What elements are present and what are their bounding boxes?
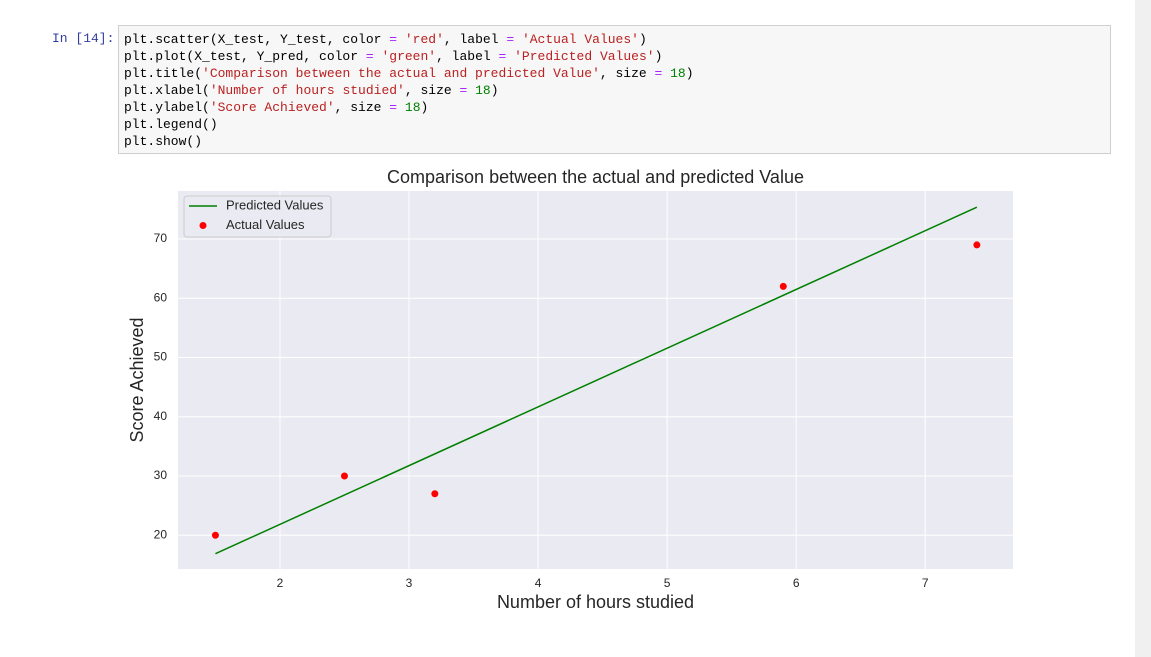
x-tick-label: 6 [793, 576, 800, 590]
x-tick-label: 2 [277, 576, 284, 590]
scrollbar[interactable] [1135, 0, 1151, 657]
y-tick-label: 70 [154, 231, 168, 245]
code-line: plt.ylabel('Score Achieved', size = 18) [124, 100, 429, 115]
prediction-line [215, 206, 978, 555]
chart-title: Comparison between the actual and predic… [387, 167, 804, 187]
x-tick-label: 4 [535, 576, 542, 590]
data-point [973, 241, 981, 249]
legend-box [183, 195, 332, 238]
data-point [779, 282, 787, 290]
y-tick-label: 60 [154, 290, 168, 304]
y-tick-label: 50 [154, 350, 168, 364]
code-line: plt.xlabel('Number of hours studied', si… [124, 83, 499, 98]
code-cell[interactable]: plt.scatter(X_test, Y_test, color = 'red… [118, 25, 1111, 154]
data-point [431, 490, 439, 498]
code-line: plt.show() [124, 134, 203, 149]
data-point [211, 531, 219, 539]
chart: 2 3 4 5 6 7 20 30 40 50 60 70 Comparison between the… [127, 167, 1013, 612]
legend-label: Actual Values [226, 217, 305, 232]
legend-marker [199, 222, 207, 229]
y-tick-label: 30 [154, 468, 168, 482]
x-tick-label: 3 [406, 576, 413, 590]
legend-label: Predicted Values [226, 197, 324, 212]
code-line: plt.scatter(X_test, Y_test, color = 'red… [124, 32, 647, 47]
y-tick-label: 20 [154, 527, 168, 541]
code-line: plt.plot(X_test, Y_pred, color = 'green'… [124, 49, 663, 64]
x-tick-label: 7 [922, 576, 929, 590]
y-tick-label: 40 [154, 409, 168, 423]
code-line: plt.legend() [124, 117, 218, 132]
x-axis-label: Number of hours studied [497, 592, 694, 612]
y-axis-label: Score Achieved [127, 317, 147, 442]
data-point [340, 472, 348, 480]
code-line: plt.title('Comparison between the actual… [124, 66, 694, 81]
cell-prompt: In [14]: [52, 31, 115, 46]
x-tick-label: 5 [664, 576, 671, 590]
